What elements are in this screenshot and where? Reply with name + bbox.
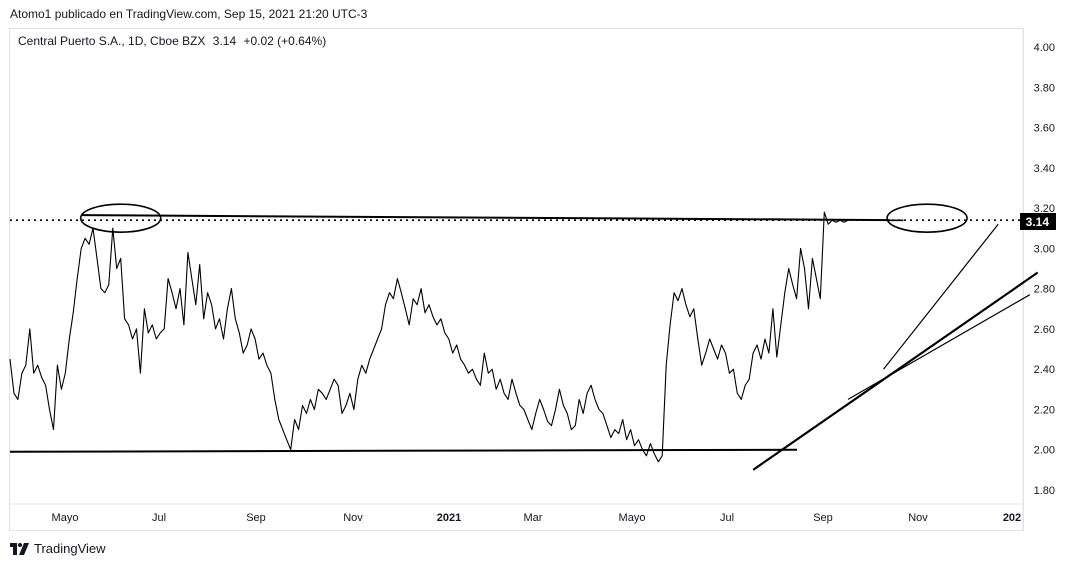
chart-legend: Central Puerto S.A., 1D, Cboe BZX 3.14 +… bbox=[18, 34, 330, 48]
price-badge: 3.14 bbox=[1020, 213, 1056, 230]
legend-symbol: Central Puerto S.A., 1D, Cboe BZX bbox=[18, 34, 206, 48]
y-tick-label: 1.80 bbox=[1034, 485, 1055, 497]
price-badge-bg bbox=[1020, 213, 1056, 230]
drawings-layer[interactable] bbox=[9, 203, 1039, 471]
trendline bbox=[847, 294, 1031, 400]
trendline bbox=[883, 223, 999, 370]
y-tick-label: 3.00 bbox=[1034, 243, 1055, 255]
y-tick-label: 2.20 bbox=[1034, 404, 1055, 416]
x-tick-label: Jul bbox=[720, 512, 734, 524]
x-tick-label: Mayo bbox=[619, 512, 646, 524]
x-tick-label: 202 bbox=[1003, 512, 1021, 524]
y-tick-label: 3.20 bbox=[1034, 203, 1055, 215]
resistance-line bbox=[81, 214, 904, 222]
support-line bbox=[9, 448, 798, 453]
x-tick-label: Sep bbox=[246, 512, 266, 524]
y-tick-label: 3.80 bbox=[1034, 82, 1055, 94]
price-badge-label: 3.14 bbox=[1026, 215, 1050, 229]
ellipse-highlight bbox=[79, 203, 162, 233]
tradingview-logo-icon bbox=[10, 542, 29, 555]
price-series bbox=[9, 211, 849, 463]
y-tick-label: 3.40 bbox=[1034, 163, 1055, 175]
time-axis[interactable]: Mayo Jul Sep Nov 2021 Mar Mayo Jul Sep Nov 202 bbox=[52, 512, 1022, 524]
brand-label: TradingView bbox=[34, 541, 106, 556]
y-tick-label: 3.60 bbox=[1034, 123, 1055, 135]
y-tick-label: 2.80 bbox=[1034, 284, 1055, 296]
y-tick-label: 4.00 bbox=[1034, 42, 1055, 54]
legend-price: 3.14 bbox=[212, 34, 237, 48]
x-tick-label: Sep bbox=[813, 512, 833, 524]
price-line bbox=[9, 211, 849, 463]
x-tick-label: Jul bbox=[152, 512, 166, 524]
ellipse-highlight bbox=[886, 203, 968, 233]
x-tick-label: Mar bbox=[524, 512, 543, 524]
y-tick-label: 2.40 bbox=[1034, 364, 1055, 376]
x-tick-label: Nov bbox=[343, 512, 363, 524]
publish-caption: Atomo1 publicado en TradingView.com, Sep… bbox=[10, 7, 368, 21]
x-tick-label: Mayo bbox=[52, 512, 79, 524]
tradingview-brand[interactable]: TradingView bbox=[10, 541, 106, 556]
y-tick-label: 2.60 bbox=[1034, 324, 1055, 336]
price-axis[interactable]: 4.00 3.80 3.60 3.40 3.20 3.00 2.80 2.60 2.40 2.20… bbox=[1034, 42, 1055, 497]
trendline bbox=[752, 271, 1039, 471]
y-tick-label: 2.00 bbox=[1034, 445, 1055, 457]
legend-change: +0.02 (+0.64%) bbox=[243, 34, 327, 48]
x-tick-label: Nov bbox=[908, 512, 928, 524]
x-tick-label: 2021 bbox=[437, 512, 461, 524]
